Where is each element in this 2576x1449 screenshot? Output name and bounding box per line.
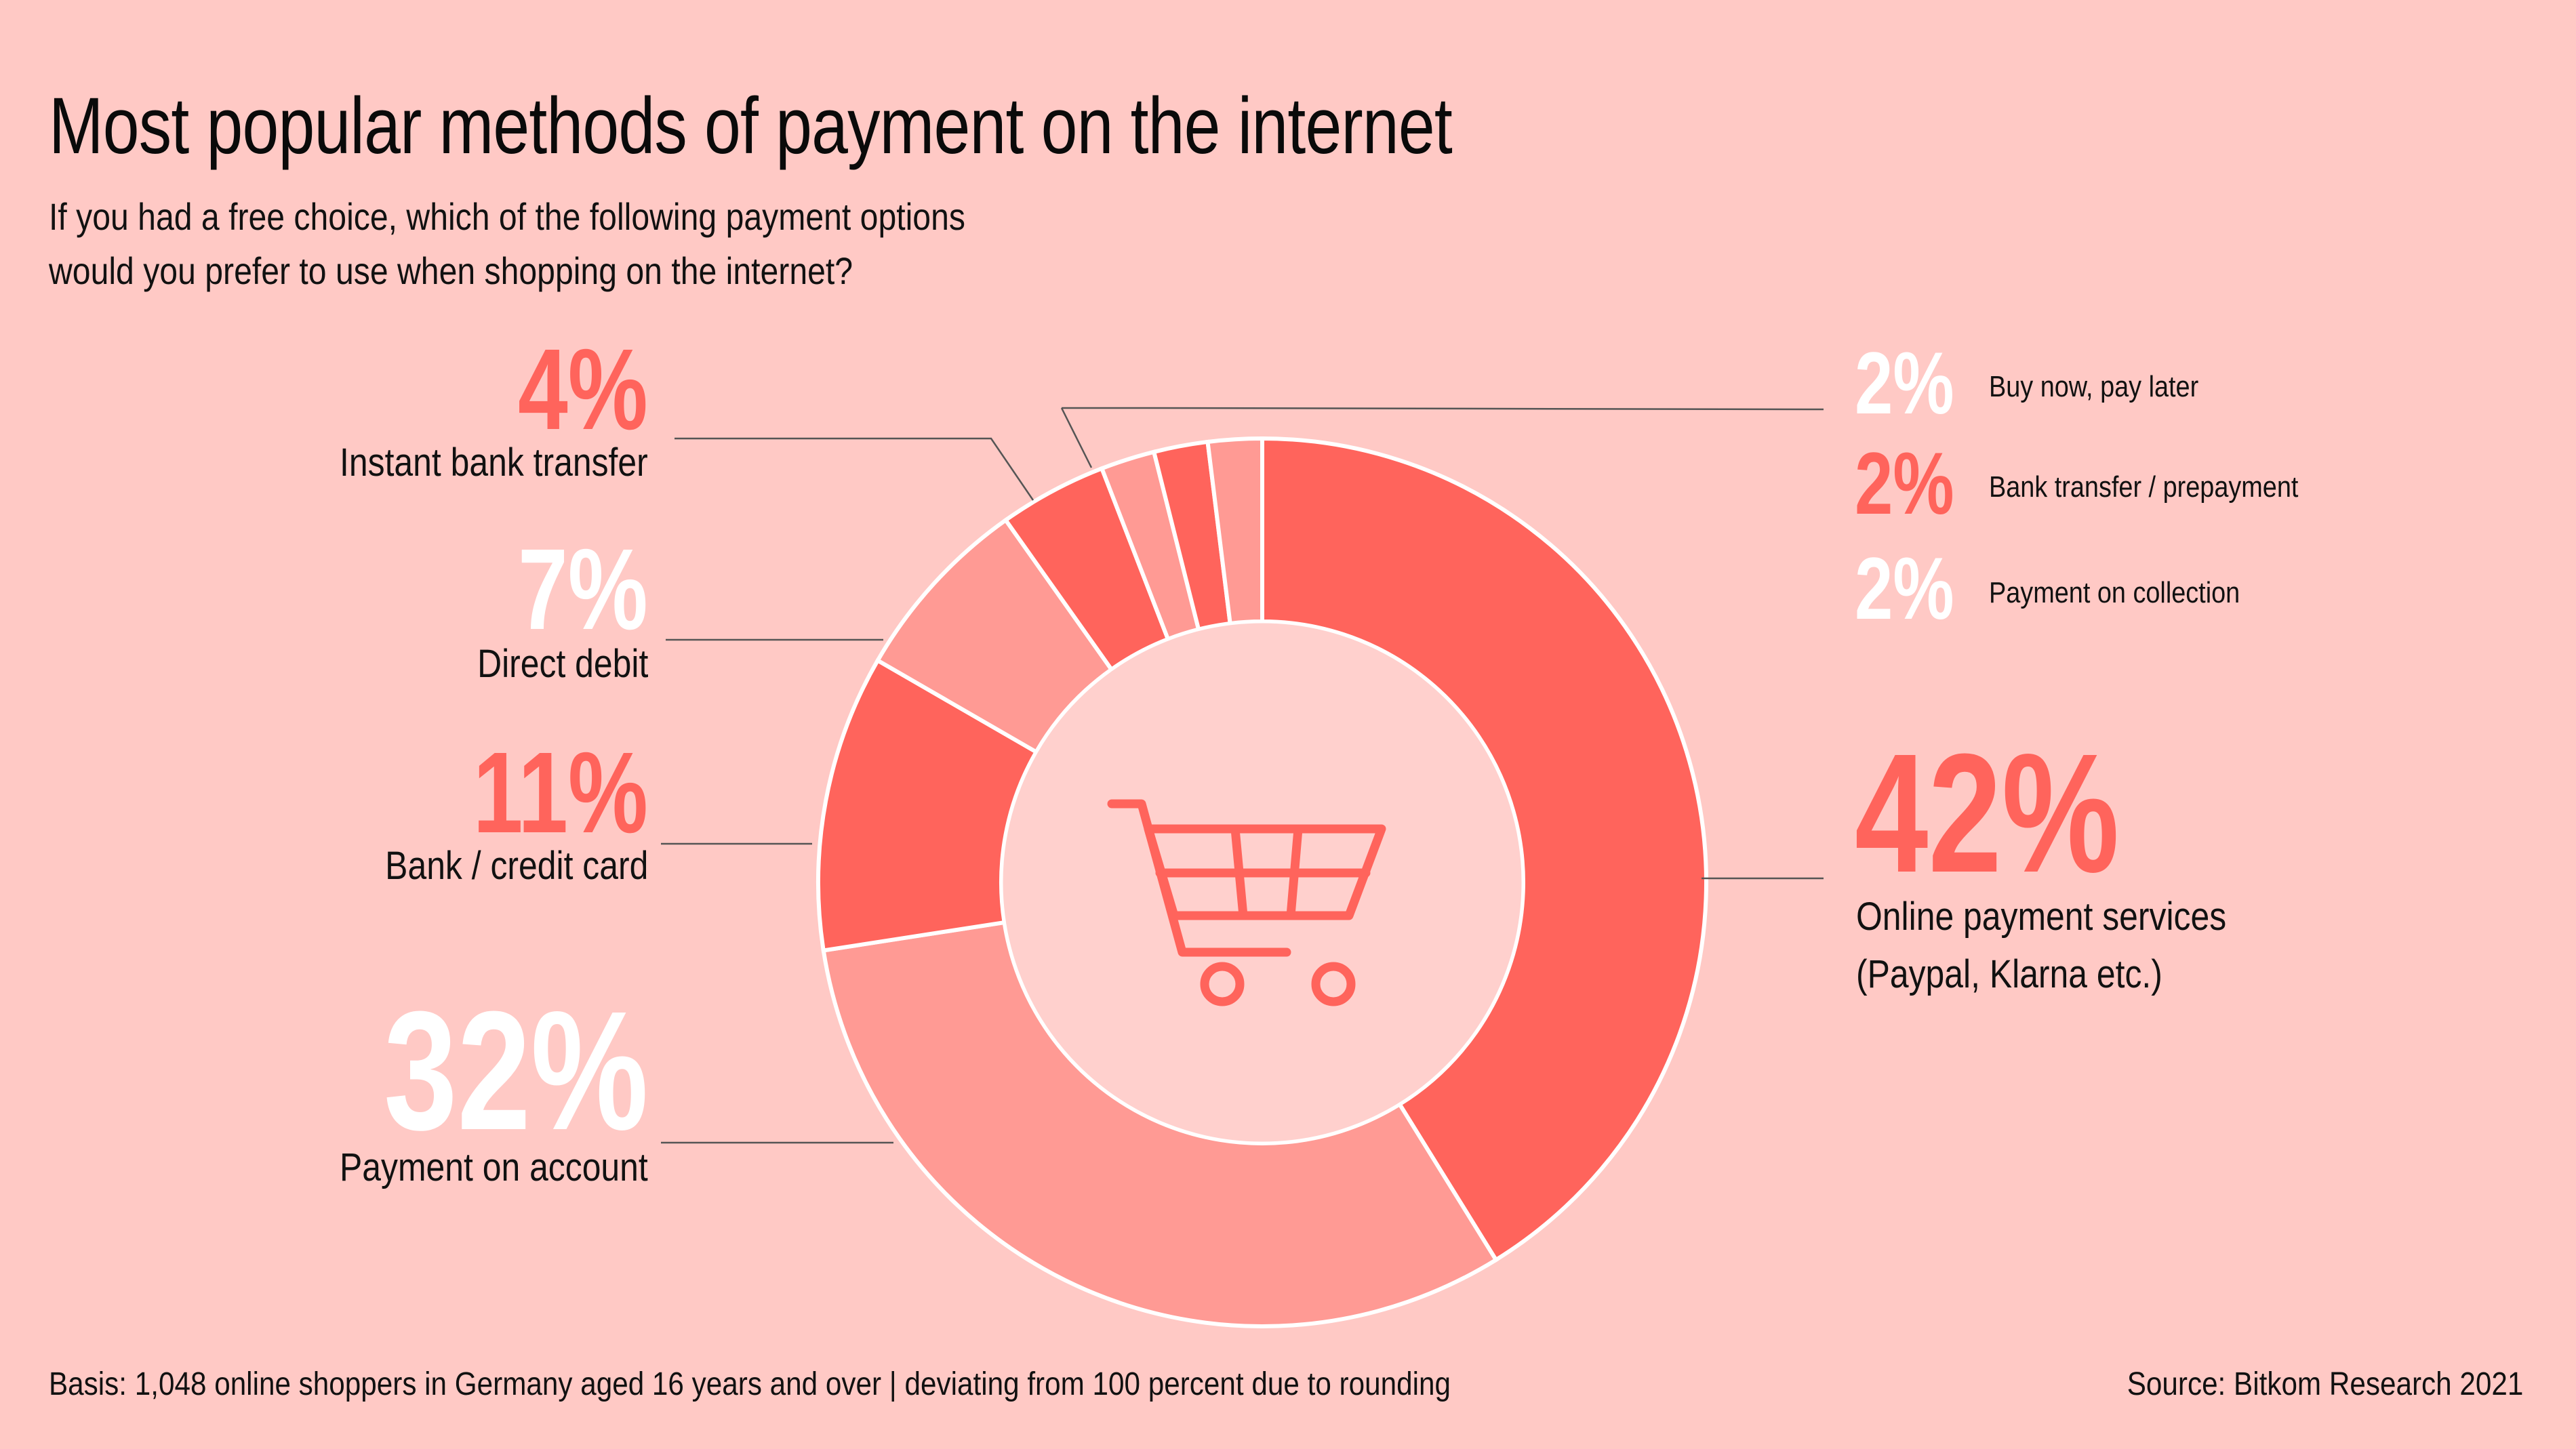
leader-line-buy-now-pay-later — [1062, 407, 1824, 411]
label-payment-on-collection: Payment on collection — [1989, 576, 2240, 609]
label-payment-on-account: Payment on account — [340, 1145, 648, 1189]
label-buy-now-pay-later: Buy now, pay later — [1989, 370, 2199, 403]
subtitle-line-2: would you prefer to use when shopping on… — [49, 249, 853, 292]
label-bank-credit-card: Bank / credit card — [384, 844, 648, 888]
label-online-payment-services-line1: Online payment services — [1856, 895, 2227, 939]
pct-online-payment-services: 42% — [1855, 718, 2120, 907]
label-bank-transfer-prepayment: Bank transfer / prepayment — [1989, 470, 2299, 504]
pct-direct-debit: 7% — [518, 525, 648, 654]
label-instant-bank-transfer: Instant bank transfer — [340, 441, 648, 485]
footer-basis: Basis: 1,048 online shoppers in Germany … — [49, 1366, 1451, 1402]
footer-source: Source: Bitkom Research 2021 — [2127, 1366, 2523, 1402]
donut-inner-circle — [999, 619, 1525, 1145]
shopping-cart-icon — [1107, 799, 1386, 1006]
pct-bank-transfer-prepayment: 2% — [1855, 434, 1954, 533]
subtitle-line-1: If you had a free choice, which of the f… — [49, 195, 965, 238]
pct-buy-now-pay-later: 2% — [1855, 333, 1954, 432]
pct-payment-on-collection: 2% — [1855, 539, 1954, 638]
label-online-payment-services-line2: (Paypal, Klarna etc.) — [1856, 952, 2162, 996]
chart-title: Most popular methods of payment on the i… — [49, 81, 1453, 171]
pct-instant-bank-transfer: 4% — [518, 325, 648, 454]
leader-lines — [661, 407, 1824, 1144]
leader-line-buy-now-pay-later-diag — [1060, 407, 1093, 468]
donut-segments — [816, 436, 1708, 1328]
pct-bank-credit-card: 11% — [472, 729, 648, 857]
leader-line-instant-bank-transfer — [675, 437, 1034, 501]
pct-payment-on-account: 32% — [383, 976, 648, 1165]
label-direct-debit: Direct debit — [477, 642, 648, 686]
chart-subtitle: If you had a free choice, which of the f… — [49, 190, 965, 298]
